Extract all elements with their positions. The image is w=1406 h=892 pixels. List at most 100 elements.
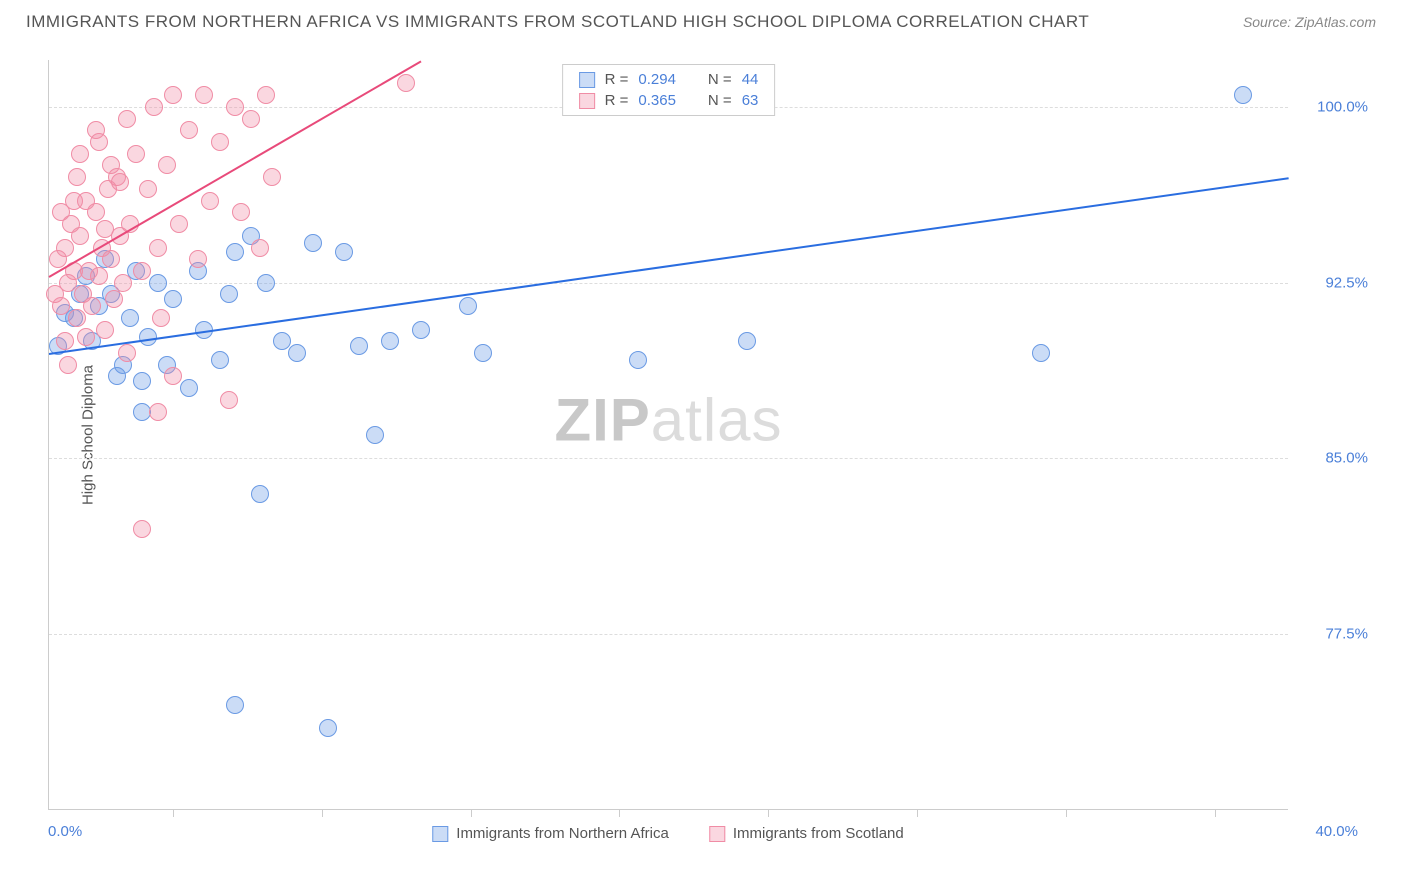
legend-swatch-0 <box>432 826 448 842</box>
data-point <box>152 309 170 327</box>
data-point <box>90 267 108 285</box>
data-point <box>350 337 368 355</box>
data-point <box>96 220 114 238</box>
data-point <box>474 344 492 362</box>
data-point <box>77 328 95 346</box>
y-tick-label: 77.5% <box>1325 626 1368 643</box>
data-point <box>118 110 136 128</box>
gridline <box>49 283 1288 284</box>
data-point <box>52 203 70 221</box>
data-point <box>71 227 89 245</box>
gridline <box>49 458 1288 459</box>
plot-area: ZIPatlas R = 0.294 N = 44 R = 0.365 N = … <box>48 60 1288 810</box>
data-point <box>288 344 306 362</box>
data-point <box>90 133 108 151</box>
data-point <box>226 98 244 116</box>
data-point <box>226 243 244 261</box>
data-point <box>102 250 120 268</box>
data-point <box>1234 86 1252 104</box>
x-tick <box>917 809 918 817</box>
data-point <box>232 203 250 221</box>
x-axis-max-label: 40.0% <box>1315 823 1358 840</box>
data-point <box>189 250 207 268</box>
source-attribution: Source: ZipAtlas.com <box>1243 14 1376 30</box>
data-point <box>319 719 337 737</box>
data-point <box>121 309 139 327</box>
data-point <box>412 321 430 339</box>
data-point <box>220 285 238 303</box>
data-point <box>738 332 756 350</box>
stats-row-series-0: R = 0.294 N = 44 <box>579 69 759 90</box>
data-point <box>304 234 322 252</box>
bottom-legend: Immigrants from Northern Africa Immigran… <box>432 825 903 842</box>
legend-item-0: Immigrants from Northern Africa <box>432 825 669 842</box>
data-point <box>251 239 269 257</box>
data-point <box>83 297 101 315</box>
x-axis-min-label: 0.0% <box>48 823 82 840</box>
data-point <box>211 133 229 151</box>
data-point <box>257 274 275 292</box>
y-tick-label: 100.0% <box>1317 98 1368 115</box>
data-point <box>59 356 77 374</box>
legend-label-1: Immigrants from Scotland <box>733 825 904 842</box>
x-tick <box>471 809 472 817</box>
data-point <box>139 328 157 346</box>
data-point <box>220 391 238 409</box>
x-tick <box>1066 809 1067 817</box>
data-point <box>180 121 198 139</box>
data-point <box>164 86 182 104</box>
data-point <box>397 74 415 92</box>
legend-item-1: Immigrants from Scotland <box>709 825 904 842</box>
data-point <box>1032 344 1050 362</box>
data-point <box>629 351 647 369</box>
chart-title: IMMIGRANTS FROM NORTHERN AFRICA VS IMMIG… <box>26 12 1089 32</box>
data-point <box>170 215 188 233</box>
data-point <box>87 203 105 221</box>
data-point <box>111 173 129 191</box>
data-point <box>263 168 281 186</box>
data-point <box>133 372 151 390</box>
data-point <box>335 243 353 261</box>
stats-row-series-1: R = 0.365 N = 63 <box>579 90 759 111</box>
legend-label-0: Immigrants from Northern Africa <box>456 825 669 842</box>
data-point <box>105 290 123 308</box>
data-point <box>102 156 120 174</box>
x-tick <box>768 809 769 817</box>
data-point <box>118 344 136 362</box>
trend-line <box>49 177 1289 355</box>
watermark: ZIPatlas <box>554 385 782 454</box>
data-point <box>149 274 167 292</box>
scatter-chart: High School Diploma ZIPatlas R = 0.294 N… <box>48 60 1288 810</box>
data-point <box>164 290 182 308</box>
data-point <box>180 379 198 397</box>
data-point <box>96 321 114 339</box>
data-point <box>257 86 275 104</box>
data-point <box>242 110 260 128</box>
gridline <box>49 634 1288 635</box>
data-point <box>133 262 151 280</box>
data-point <box>459 297 477 315</box>
data-point <box>164 367 182 385</box>
stats-legend-box: R = 0.294 N = 44 R = 0.365 N = 63 <box>562 64 776 116</box>
x-tick <box>619 809 620 817</box>
data-point <box>52 297 70 315</box>
data-point <box>149 403 167 421</box>
chart-header: IMMIGRANTS FROM NORTHERN AFRICA VS IMMIG… <box>0 0 1406 40</box>
x-tick <box>1215 809 1216 817</box>
data-point <box>56 239 74 257</box>
swatch-series-0 <box>579 72 595 88</box>
data-point <box>114 274 132 292</box>
data-point <box>127 145 145 163</box>
legend-swatch-1 <box>709 826 725 842</box>
data-point <box>381 332 399 350</box>
swatch-series-1 <box>579 93 595 109</box>
data-point <box>71 145 89 163</box>
data-point <box>68 168 86 186</box>
data-point <box>251 485 269 503</box>
data-point <box>68 309 86 327</box>
data-point <box>145 98 163 116</box>
data-point <box>158 156 176 174</box>
y-tick-label: 85.0% <box>1325 450 1368 467</box>
data-point <box>226 696 244 714</box>
data-point <box>201 192 219 210</box>
